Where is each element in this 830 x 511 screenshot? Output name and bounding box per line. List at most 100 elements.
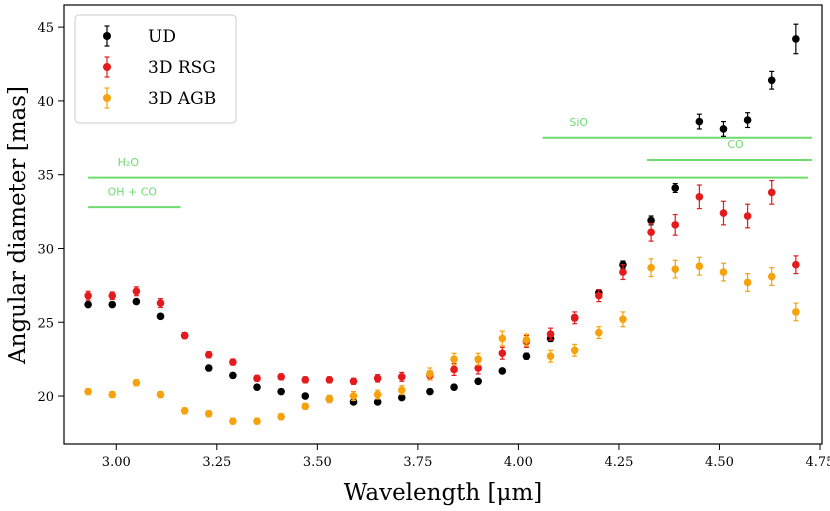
data-point <box>647 263 655 272</box>
data-point <box>767 272 776 281</box>
band-label: H₂O <box>118 156 140 169</box>
data-point <box>792 260 800 269</box>
data-point <box>156 390 165 399</box>
data-point <box>301 402 310 411</box>
data-point <box>84 387 92 396</box>
data-point <box>180 406 189 415</box>
data-point <box>719 209 728 217</box>
data-point <box>325 376 334 384</box>
x-tick-label: 4.75 <box>806 455 830 470</box>
data-point <box>792 308 800 316</box>
data-point <box>108 390 117 399</box>
y-axis-label: Angular diameter [mas] <box>5 86 31 365</box>
data-point <box>546 330 555 338</box>
data-point <box>595 328 603 337</box>
legend-label: 3D RSG <box>148 58 216 78</box>
data-point <box>156 299 165 307</box>
data-point <box>498 349 507 358</box>
x-tick-label: 3.00 <box>102 455 131 470</box>
data-point <box>426 370 434 378</box>
data-point <box>474 355 482 363</box>
data-point <box>767 188 776 197</box>
data-point <box>450 383 458 391</box>
legend-label: 3D AGB <box>148 89 216 109</box>
data-point <box>132 378 141 387</box>
data-point <box>301 376 310 384</box>
band-label: OH + CO <box>108 185 158 198</box>
x-tick-label: 3.25 <box>202 455 231 470</box>
data-point <box>743 116 752 124</box>
legend-item: 3D AGB <box>103 87 216 109</box>
legend: UD 3D RSG 3D AGB <box>74 14 237 124</box>
data-point <box>743 212 752 220</box>
data-point <box>277 412 285 421</box>
x-tick-label: 4.00 <box>504 455 533 470</box>
data-point <box>671 265 680 273</box>
data-point <box>253 374 261 383</box>
data-point <box>132 287 141 296</box>
data-point <box>108 300 117 309</box>
data-point <box>397 373 406 381</box>
data-point <box>619 268 627 276</box>
data-point <box>743 278 752 287</box>
data-point <box>156 312 165 321</box>
data-point <box>204 364 213 372</box>
legend-marker <box>103 32 111 40</box>
data-point <box>450 365 458 374</box>
data-point <box>397 393 406 402</box>
data-point <box>522 336 531 344</box>
data-point <box>373 398 382 406</box>
x-tick-label: 4.50 <box>705 455 734 470</box>
legend-item: 3D RSG <box>103 56 216 78</box>
data-point <box>695 262 704 270</box>
data-point <box>570 314 579 322</box>
data-point <box>84 300 92 309</box>
legend-item: UD <box>103 25 176 47</box>
data-point <box>349 392 358 400</box>
legend-label: UD <box>148 27 176 47</box>
data-point <box>349 377 358 386</box>
series-3d-rsg <box>84 180 800 386</box>
x-tick-label: 3.50 <box>303 455 332 470</box>
data-point <box>373 390 382 399</box>
x-tick-label: 4.25 <box>604 455 633 470</box>
y-tick-label: 20 <box>37 390 54 405</box>
data-point <box>325 395 334 403</box>
data-point <box>204 409 213 418</box>
data-point <box>671 184 680 192</box>
data-point <box>253 417 261 425</box>
data-point <box>695 193 704 201</box>
legend-box <box>74 14 237 124</box>
data-point <box>498 334 507 343</box>
data-point <box>277 387 285 396</box>
data-point <box>619 315 627 324</box>
data-point <box>229 371 237 380</box>
absorption-bands: SiO CO H₂O OH + CO <box>88 116 812 209</box>
data-point <box>719 268 728 276</box>
data-point <box>647 216 655 225</box>
y-tick-label: 25 <box>37 316 54 331</box>
data-point <box>277 373 285 381</box>
band-label: CO <box>727 138 744 151</box>
y-tick-label: 45 <box>37 21 54 36</box>
x-axis-ticks: 3.00 3.25 3.50 3.75 4.00 4.25 4.50 4.75 <box>102 444 830 470</box>
data-point <box>108 291 117 300</box>
data-point <box>373 374 382 383</box>
data-point <box>253 383 261 391</box>
data-point <box>695 117 704 126</box>
data-point <box>647 228 655 237</box>
data-point <box>229 417 237 425</box>
y-tick-label: 30 <box>37 242 54 257</box>
data-point <box>426 387 434 396</box>
series-3d-agb <box>84 256 800 425</box>
data-point <box>132 297 141 306</box>
data-point <box>204 350 213 359</box>
data-point <box>570 346 579 355</box>
x-axis-label: Wavelength [μm] <box>344 480 543 506</box>
data-point <box>397 386 406 394</box>
band-label: SiO <box>569 116 588 129</box>
data-point <box>498 367 507 375</box>
legend-marker <box>103 63 111 71</box>
data-point <box>474 364 482 372</box>
